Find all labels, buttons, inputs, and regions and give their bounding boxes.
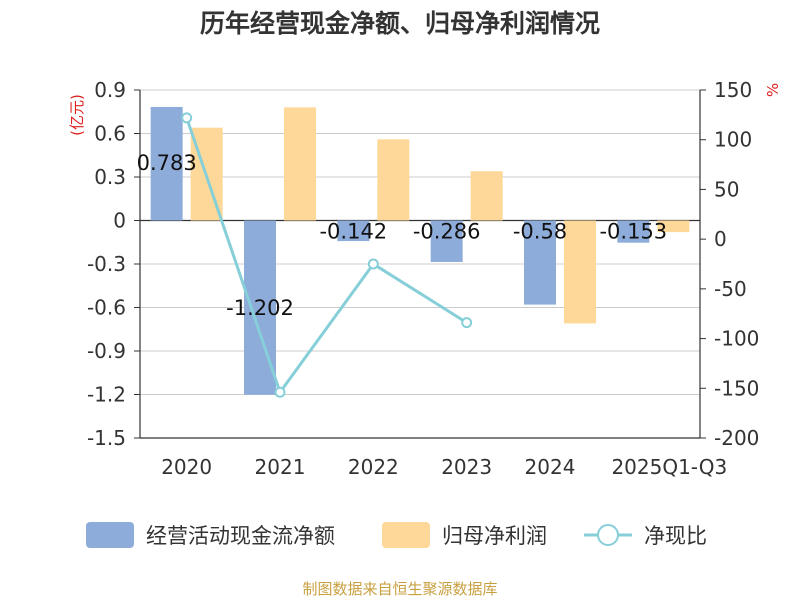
data-label-cashflow: -0.153: [599, 220, 667, 244]
line-ratio-point: [181, 112, 193, 124]
bar-net-profit: [470, 171, 503, 221]
data-label-cashflow: -0.286: [413, 220, 481, 244]
y-left-tick-label: -0.6: [87, 296, 126, 320]
y-right-tick-label: 50: [714, 177, 739, 201]
data-label-cashflow: -1.202: [226, 296, 294, 320]
line-ratio-point: [274, 386, 286, 398]
x-tick-label: 2022: [348, 455, 399, 479]
y-left-tick-label: 0: [113, 209, 126, 233]
x-tick-label: 2025Q1-Q3: [611, 455, 727, 479]
y-left-tick-label: -1.2: [87, 383, 126, 407]
y-right-tick-label: -100: [714, 327, 759, 351]
y-right-tick-label: 150: [714, 78, 752, 102]
legend-label-cashflow: 经营活动现金流净额: [146, 524, 335, 548]
legend-swatch-cashflow: [86, 522, 134, 548]
y-left-tick-label: 0.3: [94, 165, 126, 189]
data-label-cashflow: -0.58: [513, 220, 567, 244]
y-left-tick-label: -0.9: [87, 339, 126, 363]
legend-swatch-ratio-marker: [597, 524, 619, 546]
y-left-tick-label: 0.9: [94, 78, 126, 102]
y-left-tick-label: 0.6: [94, 122, 126, 146]
y-left-tick-label: -0.3: [87, 252, 126, 276]
bar-net-profit: [284, 107, 316, 221]
x-tick-label: 2023: [441, 455, 492, 479]
y-left-unit: (亿元): [68, 94, 86, 136]
legend-label-net-profit: 归母净利润: [442, 524, 547, 548]
y-right-tick-label: 0: [714, 227, 727, 251]
data-label-cashflow: 0.783: [137, 151, 197, 175]
y-right-unit: %: [764, 83, 782, 97]
bar-cashflow: [524, 220, 556, 305]
x-tick-label: 2020: [161, 455, 212, 479]
y-left-tick-label: -1.5: [87, 426, 126, 450]
legend-label-ratio: 净现比: [644, 524, 707, 548]
bar-cashflow: [150, 106, 183, 221]
bar-cashflow: [430, 220, 463, 262]
bar-cashflow: [617, 220, 650, 243]
bar-net-profit: [657, 220, 690, 233]
source-note: 制图数据来自恒生聚源数据库: [302, 580, 498, 598]
legend-swatch-net-profit: [382, 522, 430, 548]
x-tick-label: 2021: [255, 455, 306, 479]
line-ratio-point: [461, 317, 473, 329]
y-right-tick-label: 100: [714, 128, 752, 152]
bar-net-profit: [377, 139, 410, 221]
bar-net-profit: [564, 220, 596, 324]
line-ratio: [185, 117, 468, 396]
y-right-tick-label: -50: [714, 277, 747, 301]
x-tick-label: 2024: [525, 455, 576, 479]
y-right-tick-label: -150: [714, 376, 759, 400]
chart-title: 历年经营现金净额、归母净利润情况: [199, 9, 600, 38]
y-right-tick-label: -200: [714, 426, 759, 450]
data-label-cashflow: -0.142: [319, 220, 387, 244]
line-ratio-point: [367, 258, 379, 270]
bar-cashflow: [337, 220, 370, 242]
